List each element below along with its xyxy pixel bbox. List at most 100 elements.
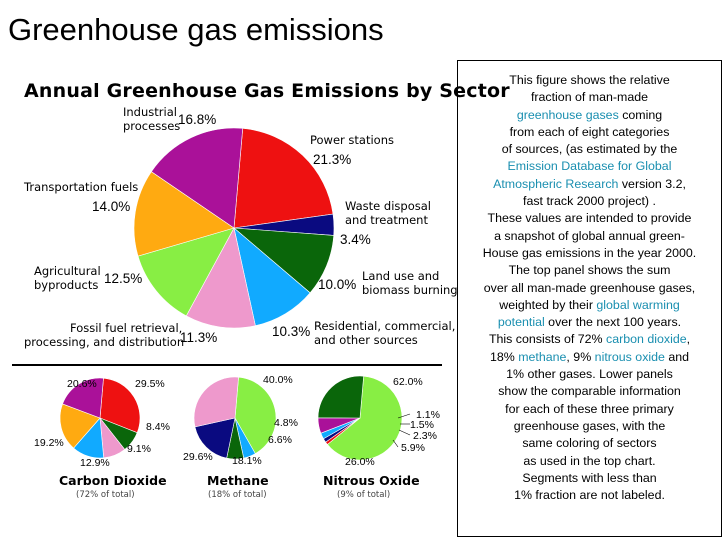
pct-label-industrial: 16.8%	[178, 112, 216, 127]
pie-slice-fossil-fuel-retrieval-processing-and-distribution	[193, 376, 239, 428]
desc-line: of sources, (as estimated by the	[501, 142, 678, 157]
ch4-pct-waste: 18.1%	[232, 455, 262, 467]
sector-label-land-2: biomass burning	[362, 283, 458, 297]
main-chart-title: Annual Greenhouse Gas Emissions by Secto…	[24, 80, 510, 102]
sector-label-waste-2: and treatment	[345, 213, 428, 227]
co2-pct-fossil: 9.1%	[127, 443, 151, 455]
desc-line: greenhouse gases coming	[516, 107, 663, 122]
pie-slice-industrial-processes	[150, 127, 244, 229]
n2o-pct-land: 26.0%	[345, 456, 375, 468]
n2o-pct-agri: 62.0%	[393, 376, 423, 388]
n2o-subtitle: (9% of total)	[337, 490, 390, 500]
ch4-title: Methane	[207, 473, 269, 488]
pct-label-fossil: 11.3%	[180, 330, 217, 345]
link-edgar-2[interactable]: Atmospheric Research	[493, 176, 619, 191]
sector-label-land-1: Land use and	[362, 269, 439, 283]
desc-line: This consists of 72% carbon dioxide,	[488, 332, 691, 347]
nitrous-oxide-pie	[317, 375, 403, 461]
desc-line: 18% methane, 9% nitrous oxide and	[489, 349, 690, 364]
sector-label-power: Power stations	[310, 133, 394, 147]
desc-line: House gas emissions in the year 2000.	[482, 245, 697, 260]
pie-slice-land-use-and-biomass-burning	[317, 375, 364, 419]
ch4-pct-resid: 4.8%	[274, 417, 298, 429]
link-nitrous-oxide[interactable]: nitrous oxide	[594, 349, 665, 364]
sector-label-agri-2: byproducts	[34, 278, 98, 292]
desc-line: show the comparable information	[498, 384, 681, 399]
pie-slice-fossil-fuel-retrieval-processing-and-distribution	[185, 227, 256, 329]
pie-slice-power-stations	[99, 377, 141, 434]
desc-line: same coloring of sectors	[522, 436, 657, 451]
leader-line	[392, 439, 399, 448]
n2o-pct-industrial: 5.9%	[401, 442, 425, 454]
co2-pct-resid: 12.9%	[80, 457, 110, 469]
divider-line	[12, 364, 442, 366]
co2-pct-land: 8.4%	[146, 421, 170, 433]
sector-label-fossil-2: processing, and distribution	[24, 335, 184, 349]
link-edgar[interactable]: Emission Database for Global	[507, 159, 672, 174]
desc-line: a snapshot of global annual green-	[494, 228, 685, 243]
co2-pie	[59, 377, 141, 459]
sector-label-agri-1: Agricultural	[34, 264, 101, 278]
page-title: Greenhouse gas emissions	[8, 12, 384, 47]
desc-line: weighted by their global warming	[499, 297, 680, 312]
main-pie	[133, 127, 335, 329]
pie-slice-agricultural-byproducts	[137, 227, 235, 317]
n2o-pct-waste: 1.5%	[410, 419, 434, 431]
co2-pct-power: 29.5%	[135, 378, 165, 390]
sector-label-industrial-1: Industrial	[123, 105, 177, 119]
leader-line	[398, 429, 411, 436]
ch4-pct-land: 6.6%	[268, 434, 292, 446]
pie-slice-waste-disposal-and-treatment	[194, 417, 236, 459]
sector-label-resid-1: Residential, commercial,	[314, 319, 455, 333]
link-potential[interactable]: potential	[497, 315, 545, 330]
desc-line: potential over the next 100 years.	[497, 315, 682, 330]
co2-pct-industrial: 20.6%	[67, 378, 97, 390]
label-connectors	[392, 413, 411, 448]
link-carbon-dioxide[interactable]: carbon dioxide	[606, 332, 687, 347]
description-panel: This figure shows the relative fraction …	[457, 60, 722, 537]
sector-label-resid-2: and other sources	[314, 333, 418, 347]
desc-line: The top panel shows the sum	[508, 263, 671, 278]
co2-pct-transport: 19.2%	[34, 437, 64, 449]
pct-label-waste: 3.4%	[340, 232, 371, 247]
leader-line	[397, 413, 411, 419]
desc-line: Emission Database for Global	[458, 158, 721, 175]
desc-line: as used in the top chart.	[523, 453, 656, 468]
n2o-title: Nitrous Oxide	[323, 473, 420, 488]
desc-line: over all man-made greenhouse gases,	[483, 280, 696, 295]
link-greenhouse-gases[interactable]: greenhouse gases	[516, 107, 619, 122]
pct-label-agri: 12.5%	[104, 271, 142, 286]
pie-slice-industrial-processes	[62, 377, 104, 419]
co2-title: Carbon Dioxide	[59, 473, 167, 488]
sector-label-industrial-2: processes	[123, 119, 180, 133]
ch4-pct-fossil: 29.6%	[183, 451, 213, 463]
desc-line: These values are intended to provide	[487, 211, 692, 226]
pie-slice-power-stations	[233, 128, 334, 229]
sector-label-fossil-1: Fossil fuel retrieval,	[70, 321, 182, 335]
pie-slice-transportation-fuels	[133, 171, 235, 257]
sector-label-waste-1: Waste disposal	[345, 199, 431, 213]
desc-line: fast track 2000 project) .	[523, 194, 656, 209]
pct-label-transport: 14.0%	[92, 199, 130, 214]
link-global-warming[interactable]: global warming	[596, 297, 680, 312]
sector-label-transport: Transportation fuels	[23, 180, 138, 194]
pct-label-land: 10.0%	[318, 277, 356, 292]
pie-slice-agricultural-byproducts	[326, 375, 403, 461]
methane-pie	[193, 376, 277, 460]
desc-line: fraction of man-made	[530, 90, 649, 105]
desc-line: 1% other gases. Lower panels	[506, 367, 673, 382]
desc-line: from each of eight categories	[509, 124, 670, 139]
pct-label-resid: 10.3%	[272, 324, 310, 339]
pie-slice-agricultural-byproducts	[234, 376, 277, 455]
n2o-pct-resid: 2.3%	[413, 430, 437, 442]
link-methane[interactable]: methane	[518, 349, 567, 364]
desc-line: greenhouse gases, with the	[513, 418, 666, 433]
desc-line: Atmospheric Research version 3.2,	[493, 176, 686, 191]
desc-line: 1% fraction are not labeled.	[514, 488, 665, 503]
co2-subtitle: (72% of total)	[76, 490, 135, 500]
desc-line: Segments with less than	[522, 470, 657, 485]
desc-line: This figure shows the relative	[509, 73, 670, 87]
pct-label-power: 21.3%	[313, 152, 351, 167]
n2o-pct-power: 1.1%	[416, 409, 440, 421]
